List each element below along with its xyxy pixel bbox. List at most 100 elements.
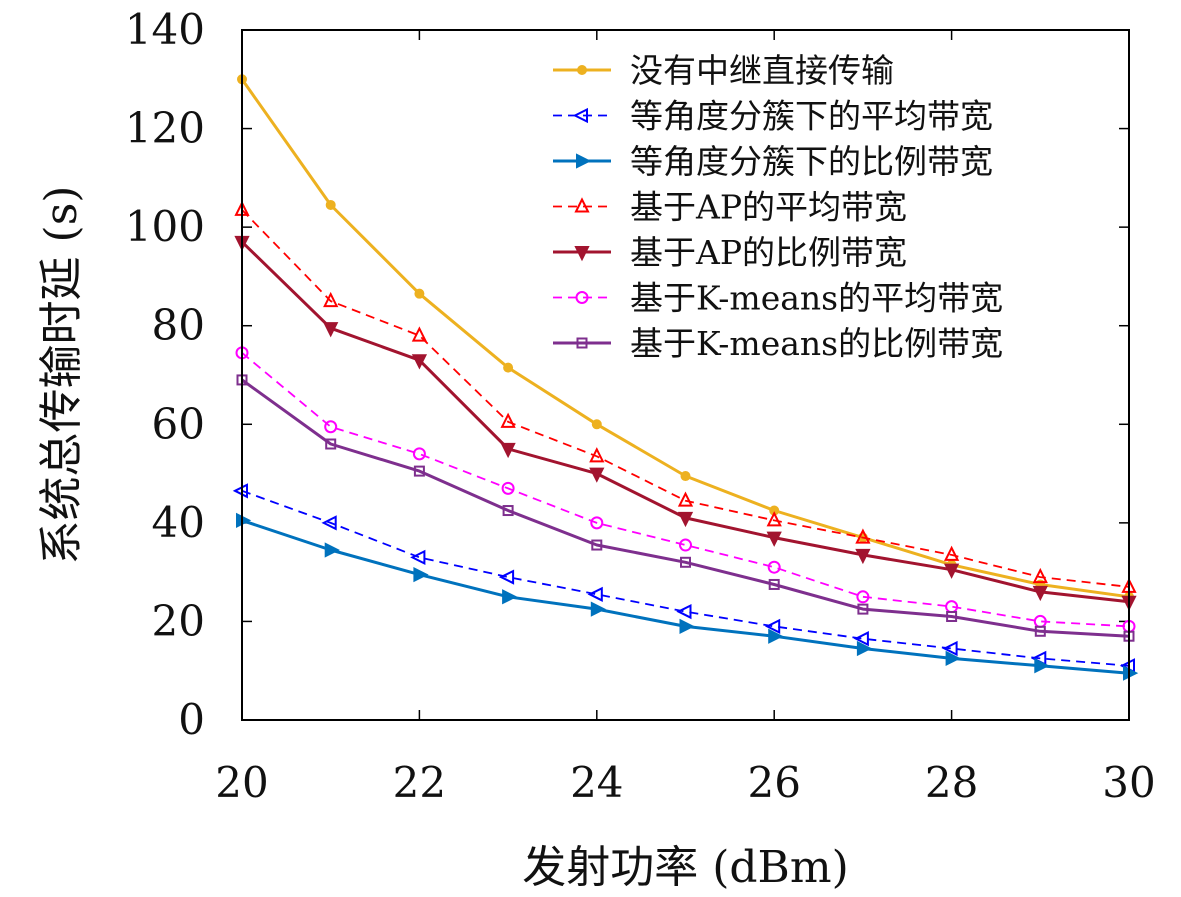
data-point [768, 628, 784, 644]
data-point [943, 563, 960, 579]
data-point [764, 618, 781, 634]
data-point [414, 288, 425, 299]
legend-marker [576, 337, 588, 349]
legend-marker [572, 107, 588, 124]
data-point [677, 491, 694, 507]
data-point [1034, 625, 1046, 637]
data-point [857, 603, 869, 615]
data-point [766, 511, 782, 527]
series-layer [232, 74, 1139, 681]
data-point [503, 362, 514, 373]
legend-entry: 基于K-means的比例带宽 [553, 324, 1003, 363]
data-point [412, 447, 426, 461]
data-point [323, 291, 339, 308]
x-tick-label: 22 [393, 758, 446, 807]
data-point [500, 442, 516, 459]
data-point [324, 542, 340, 558]
legend-marker [575, 291, 589, 304]
legend-label: 基于AP的比例带宽 [630, 233, 907, 272]
data-point [321, 515, 337, 531]
data-point [767, 560, 781, 574]
data-point [680, 471, 691, 482]
legend-marker [574, 197, 590, 213]
plot-frame [241, 29, 1130, 721]
y-tick-label: 140 [125, 5, 205, 54]
data-point [325, 199, 336, 210]
data-point [325, 438, 337, 450]
data-point [855, 548, 871, 565]
data-point [856, 590, 870, 604]
x-tick-label: 20 [215, 758, 268, 807]
data-point [498, 569, 515, 585]
legend-label: 基于AP的平均带宽 [630, 188, 907, 227]
y-tick-label: 120 [125, 104, 205, 153]
series-line [241, 352, 1130, 628]
data-point [853, 631, 869, 647]
data-point [856, 640, 873, 657]
legend-marker [574, 246, 590, 262]
y-axis-title: 系统总传输时延 (s) [36, 186, 87, 565]
data-point [946, 611, 958, 622]
x-tick-label: 30 [1102, 758, 1155, 807]
legend-marker [577, 65, 587, 75]
y-tick-label: 40 [152, 498, 205, 547]
data-point [677, 511, 694, 528]
legend-entry: 基于AP的比例带宽 [553, 233, 907, 272]
data-point [587, 586, 603, 602]
data-point [413, 566, 429, 583]
data-point [590, 601, 607, 617]
data-point [679, 538, 692, 552]
data-point [680, 556, 691, 568]
legend-entry: 没有中继直接传输 [553, 51, 894, 90]
data-point [323, 322, 339, 338]
series-6 [235, 346, 1136, 633]
data-point [411, 354, 428, 370]
y-tick-label: 20 [152, 596, 205, 645]
data-point [1032, 585, 1048, 602]
data-point [942, 640, 958, 657]
data-point [855, 528, 871, 544]
data-point [589, 467, 605, 483]
y-tick-label: 80 [152, 301, 205, 350]
data-point [1032, 567, 1048, 584]
series-line [241, 518, 1130, 675]
data-point [676, 603, 692, 620]
legend-marker [576, 153, 592, 169]
data-point [945, 650, 961, 667]
data-point [1034, 658, 1050, 674]
legend-entry: 基于AP的平均带宽 [553, 188, 907, 227]
legend-entry: 等角度分簇下的比例带宽 [553, 142, 993, 181]
series-4 [234, 200, 1137, 593]
legend-entry: 等角度分簇下的平均带宽 [553, 97, 993, 136]
legend-entry: 基于K-means的平均带宽 [553, 279, 1003, 318]
data-point [591, 419, 602, 430]
series-line [241, 378, 1130, 638]
data-point [502, 589, 518, 605]
data-point [410, 549, 426, 565]
data-point [768, 578, 780, 590]
data-point [943, 545, 960, 561]
legend-label: 没有中继直接传输 [630, 51, 894, 90]
series-line [241, 209, 1130, 588]
x-tick-label: 28 [925, 758, 978, 807]
data-point [413, 465, 425, 477]
series-3 [236, 512, 1139, 681]
series-7 [236, 374, 1135, 642]
data-point [591, 539, 603, 551]
legend: 没有中继直接传输等角度分簇下的平均带宽等角度分簇下的比例带宽基于AP的平均带宽基… [553, 51, 1003, 363]
data-point [679, 618, 695, 634]
legend-label: 等角度分簇下的比例带宽 [630, 142, 993, 181]
x-tick-label: 24 [570, 758, 623, 807]
legend-label: 基于K-means的平均带宽 [630, 279, 1003, 318]
series-line [241, 489, 1130, 667]
x-axis-title: 发射功率 (dBm) [522, 842, 849, 893]
x-tick-label: 26 [747, 758, 800, 807]
data-point [500, 412, 516, 428]
y-tick-label: 0 [178, 695, 205, 744]
data-point [502, 505, 514, 517]
legend-label: 基于K-means的比例带宽 [630, 324, 1003, 363]
data-point [590, 516, 604, 530]
y-tick-label: 60 [152, 399, 205, 448]
